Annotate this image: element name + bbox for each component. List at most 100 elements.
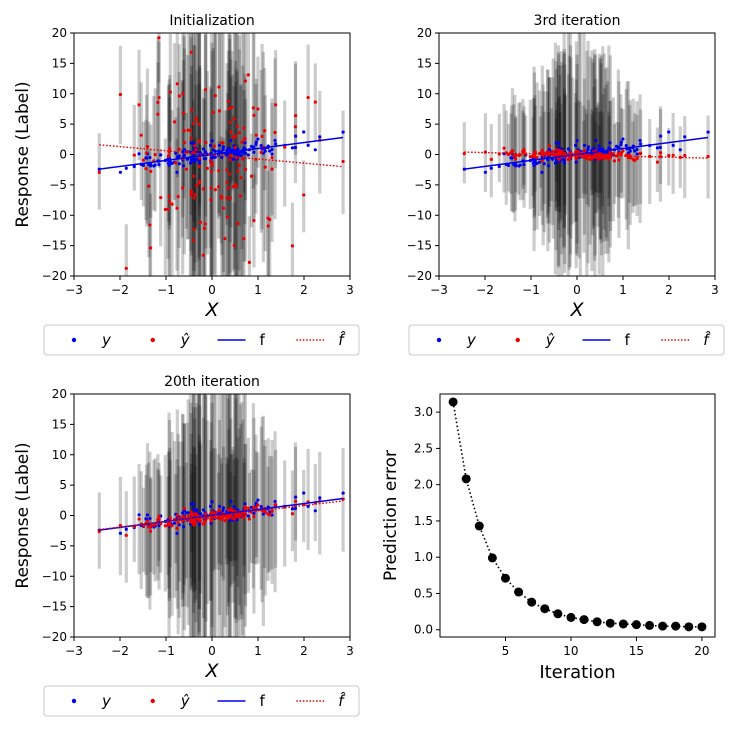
yhat-point [313, 100, 317, 104]
y-tick-label: −15 [42, 600, 67, 614]
y-point [174, 151, 178, 155]
y-point [341, 130, 345, 134]
yhat-point [213, 511, 217, 515]
y-point [542, 162, 546, 166]
true-function-line [464, 136, 709, 170]
yhat-point [209, 186, 213, 190]
y-point [159, 153, 163, 157]
y-point [197, 161, 202, 165]
legend-label: f [260, 692, 266, 710]
y-point [294, 495, 298, 499]
legend-marker [515, 337, 520, 343]
yhat-point [242, 236, 246, 241]
y-point [124, 166, 128, 170]
legend-item-0: y [71, 331, 112, 349]
error-point [500, 573, 510, 583]
y-point [586, 145, 591, 149]
x-tick-label: 20 [694, 644, 709, 658]
y-point [313, 148, 317, 152]
y-point [192, 502, 196, 506]
y-point [246, 514, 250, 518]
y-point [509, 156, 513, 160]
yhat-point [243, 137, 247, 141]
y-point [263, 149, 267, 153]
y-point [192, 158, 196, 162]
y-tick-label: 10 [417, 87, 432, 101]
y-point [671, 143, 675, 147]
y-point [189, 502, 193, 506]
legend-label: y [101, 331, 112, 349]
y-point [683, 135, 687, 139]
y-point [489, 166, 493, 170]
yhat-point [502, 146, 506, 150]
yhat-point [229, 130, 233, 134]
y-point [229, 138, 233, 143]
y-point [181, 525, 186, 529]
y-point [209, 521, 213, 525]
y-point [227, 146, 231, 150]
y-point [290, 146, 295, 150]
y-point [566, 147, 571, 151]
yhat-point [270, 167, 274, 171]
y-point [608, 141, 612, 145]
y-point [594, 138, 598, 143]
yhat-point [635, 157, 639, 161]
yhat-point [198, 179, 202, 183]
yhat-point [194, 148, 198, 152]
y-point [246, 153, 250, 157]
y-tick-label: −20 [42, 630, 67, 644]
yhat-point [574, 155, 579, 159]
y-point [229, 499, 233, 504]
legend-item-1: ŷ [150, 331, 191, 349]
panel-title: 3rd iteration [534, 13, 621, 29]
yhat-point [167, 200, 172, 204]
y-point [221, 147, 225, 152]
yhat-point [617, 152, 621, 156]
yhat-point [247, 517, 251, 521]
yhat-point [203, 87, 208, 92]
yhat-point [671, 153, 675, 157]
yhat-point [266, 216, 270, 220]
yhat-point [210, 163, 214, 167]
x-axis-label: X [569, 299, 584, 321]
y-point [537, 160, 542, 164]
error-point [618, 619, 628, 629]
y-point [201, 508, 206, 512]
yhat-point [148, 525, 152, 529]
yhat-point [152, 523, 156, 527]
yhat-point [212, 144, 216, 148]
y-point [252, 150, 256, 154]
yhat-point [192, 227, 196, 231]
y-point [302, 491, 306, 495]
y-tick-label: 0 [59, 148, 67, 162]
error-point [605, 618, 615, 628]
y-point [273, 138, 277, 143]
y-point [318, 496, 322, 500]
yhat-point [294, 114, 298, 118]
y-point [137, 513, 141, 517]
y-point [211, 148, 215, 152]
yhat-point [175, 513, 179, 517]
x-tick-label: 1 [254, 283, 262, 297]
yhat-point [559, 149, 563, 153]
y-point [172, 521, 177, 525]
yhat-point [252, 506, 256, 510]
y-point [506, 163, 511, 167]
legend-marker [436, 337, 442, 343]
y-point [209, 156, 214, 160]
y-point [575, 139, 579, 143]
yhat-point [226, 99, 230, 104]
legend-box [43, 685, 360, 717]
x-tick-label: −3 [430, 283, 448, 297]
yhat-point [274, 103, 278, 107]
x-tick-label: −3 [65, 644, 83, 658]
y-point [619, 142, 623, 147]
yhat-point [217, 516, 221, 520]
yhat-point [225, 168, 229, 172]
yhat-point [607, 157, 611, 161]
yhat-point [234, 134, 238, 138]
yhat-point [535, 156, 539, 160]
yhat-point [163, 207, 167, 212]
y-point [667, 130, 671, 134]
